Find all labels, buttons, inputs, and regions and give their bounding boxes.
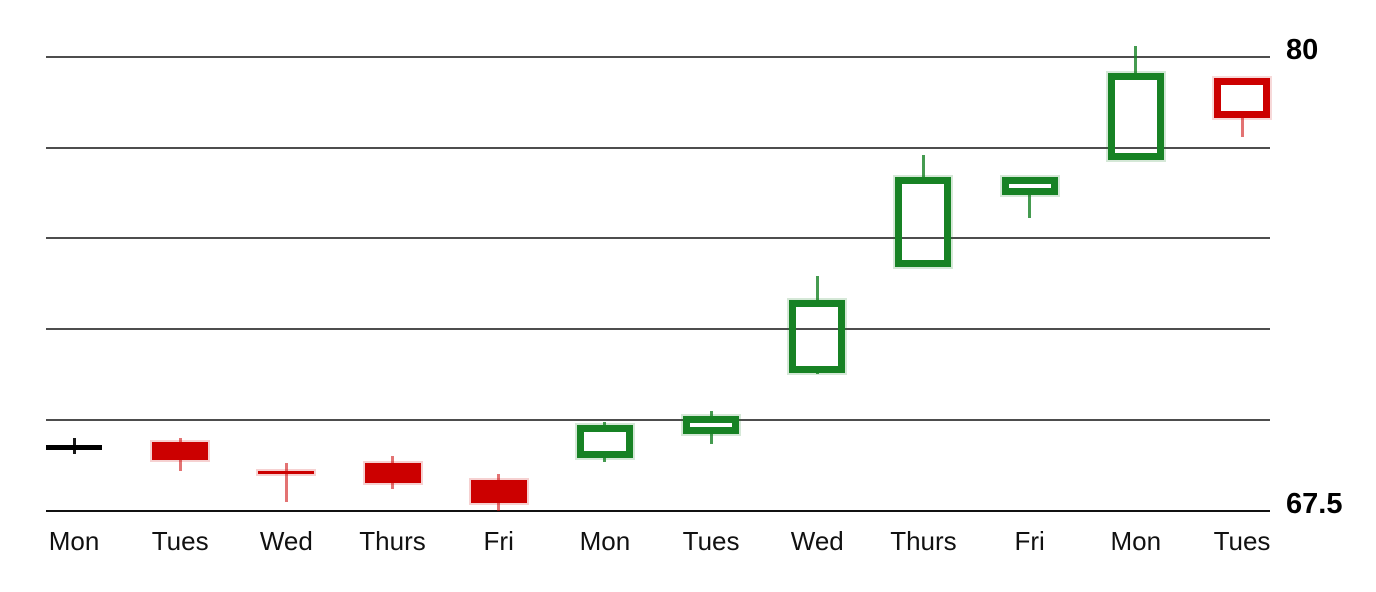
candle-upper-wick [284, 463, 288, 471]
candle-body [470, 479, 527, 504]
candle-body [683, 416, 740, 435]
x-axis-label: Tues [1213, 526, 1271, 556]
candle-upper-wick [391, 456, 395, 464]
candle-body [576, 425, 633, 459]
x-axis-line [46, 509, 1270, 512]
x-axis-label: Mon [1110, 526, 1162, 556]
gridline [46, 237, 1270, 240]
gridline [46, 418, 1270, 421]
x-axis-label: Mon [579, 526, 631, 556]
candle-body [895, 176, 952, 268]
y-axis-label-max: 80 [1286, 34, 1319, 66]
y-axis-label-min: 67.5 [1286, 488, 1343, 520]
candle-lower-wick [284, 473, 288, 502]
candle-body [789, 300, 846, 373]
candle-upper-wick [178, 438, 182, 442]
candle-lower-wick [603, 458, 607, 462]
candle-body [152, 441, 209, 460]
candle-upper-wick [815, 276, 819, 301]
candle-lower-wick [391, 483, 395, 489]
candle-body [1214, 78, 1270, 119]
x-axis-label: Fri [483, 526, 514, 556]
x-axis-label: Wed [259, 526, 313, 556]
candle-upper-wick [1134, 45, 1138, 74]
candle-lower-wick [815, 372, 819, 375]
candle-upper-wick [709, 410, 713, 417]
x-axis-label: Tues [151, 526, 209, 556]
gridline [46, 146, 1270, 149]
candle-body [364, 463, 421, 484]
candle-upper-wick [72, 438, 76, 446]
gridline [46, 328, 1270, 331]
candle-upper-wick [497, 474, 501, 480]
candle-body [258, 470, 315, 474]
x-axis-label: Thurs [890, 526, 957, 556]
candle-upper-wick [921, 154, 925, 177]
candle-body [1107, 73, 1164, 161]
candle-lower-wick [178, 459, 182, 471]
candle-lower-wick [72, 450, 76, 455]
candle-upper-wick [603, 421, 607, 426]
candle-body [1001, 176, 1058, 195]
candle-body [46, 445, 102, 451]
x-axis-label: Fri [1014, 526, 1045, 556]
candle-lower-wick [497, 503, 501, 511]
x-axis-label: Thurs [359, 526, 426, 556]
candle-lower-wick [709, 434, 713, 444]
candle-lower-wick [1240, 118, 1244, 137]
x-axis-label: Mon [48, 526, 100, 556]
gridline [46, 55, 1270, 58]
x-axis-label: Tues [682, 526, 740, 556]
candle-lower-wick [1028, 194, 1032, 219]
x-axis-label: Wed [790, 526, 844, 556]
